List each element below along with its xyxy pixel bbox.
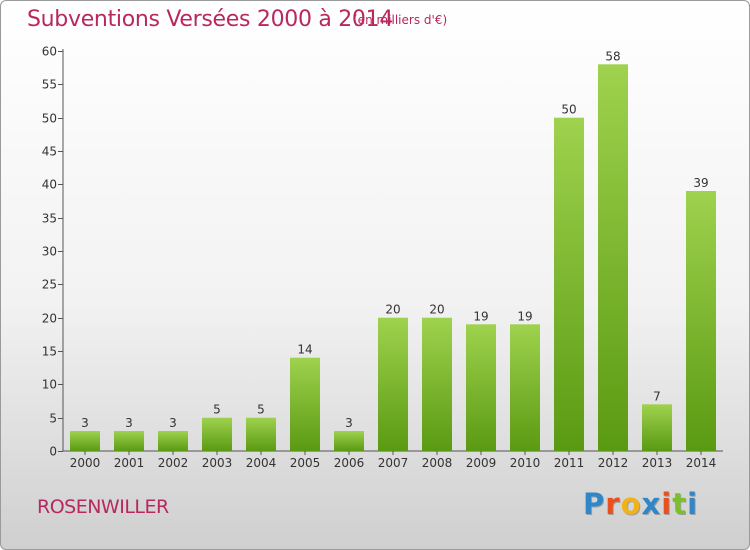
x-tick-label-2012: 2012: [598, 456, 629, 470]
value-label-2004: 5: [257, 403, 265, 417]
x-tick-label-2013: 2013: [642, 456, 673, 470]
x-tick-label-2005: 2005: [290, 456, 321, 470]
x-tick-label-2007: 2007: [378, 456, 409, 470]
bar-2009: [466, 324, 496, 451]
bar-2007: [378, 317, 408, 451]
value-label-2005: 14: [297, 343, 312, 357]
x-tick-label-2009: 2009: [466, 456, 497, 470]
y-tick-label: 50: [42, 112, 57, 126]
value-label-2001: 3: [125, 416, 133, 430]
logo-letter: P: [583, 487, 606, 521]
bar-2008: [422, 317, 452, 451]
y-tick-label: 25: [42, 278, 57, 292]
value-label-2000: 3: [81, 416, 89, 430]
y-tick-label: 10: [42, 378, 57, 392]
x-tick-label-2004: 2004: [246, 456, 277, 470]
bar-2004: [246, 417, 276, 451]
y-tick-label: 35: [42, 212, 57, 226]
x-tick-label-2011: 2011: [554, 456, 585, 470]
value-label-2002: 3: [169, 416, 177, 430]
logo-letter: i: [661, 487, 673, 521]
value-label-2009: 19: [473, 309, 488, 323]
value-label-2007: 20: [385, 303, 400, 317]
y-tick-label: 40: [42, 178, 57, 192]
y-tick-label: 30: [42, 245, 57, 259]
place-name: ROSENWILLER: [37, 496, 169, 518]
x-tick-label-2003: 2003: [202, 456, 233, 470]
value-label-2014: 39: [693, 176, 708, 190]
y-tick-label: 55: [42, 78, 57, 92]
bar-2014: [686, 191, 716, 451]
y-tick-label: 60: [42, 45, 57, 59]
chart-bars: [70, 64, 716, 452]
value-label-2010: 19: [517, 309, 532, 323]
bar-2003: [202, 417, 232, 451]
logo-letter: i: [687, 487, 699, 521]
bar-2006: [334, 431, 364, 451]
value-label-2006: 3: [345, 416, 353, 430]
value-label-2011: 50: [561, 103, 576, 117]
x-tick-label-2002: 2002: [158, 456, 189, 470]
chart-title: Subventions Versées 2000 à 2014: [27, 7, 394, 32]
x-tick-label-2000: 2000: [70, 456, 101, 470]
y-tick-label: 5: [49, 412, 57, 426]
logo-letter: x: [641, 487, 662, 521]
bar-2005: [290, 357, 320, 451]
logo-letter: o: [620, 487, 642, 521]
bar-2000: [70, 431, 100, 451]
value-label-2012: 58: [605, 49, 620, 63]
y-tick-label: 0: [49, 445, 57, 459]
chart-labels: 3 2000 3 2001 3 2002 5 2003 5 2004 14 2005 3 2006 20 20…: [70, 49, 717, 470]
value-label-2013: 7: [653, 389, 661, 403]
value-label-2008: 20: [429, 303, 444, 317]
y-tick-label: 20: [42, 312, 57, 326]
x-tick-label-2014: 2014: [686, 456, 717, 470]
bar-2012: [598, 64, 628, 452]
value-label-2003: 5: [213, 403, 221, 417]
logo-letter: t: [672, 487, 688, 521]
x-tick-label-2010: 2010: [510, 456, 541, 470]
logo-letter: r: [605, 487, 621, 521]
x-tick-label-2001: 2001: [114, 456, 145, 470]
proxiti-logo: Proxiti: [583, 487, 698, 521]
y-tick-label: 45: [42, 145, 57, 159]
x-tick-label-2008: 2008: [422, 456, 453, 470]
bar-2013: [642, 404, 672, 451]
bar-2010: [510, 324, 540, 451]
bar-2011: [554, 117, 584, 451]
y-tick-label: 15: [42, 345, 57, 359]
x-tick-label-2006: 2006: [334, 456, 365, 470]
bar-2002: [158, 431, 188, 451]
bar-2001: [114, 431, 144, 451]
chart-unit: (en milliers d'€): [353, 13, 448, 27]
